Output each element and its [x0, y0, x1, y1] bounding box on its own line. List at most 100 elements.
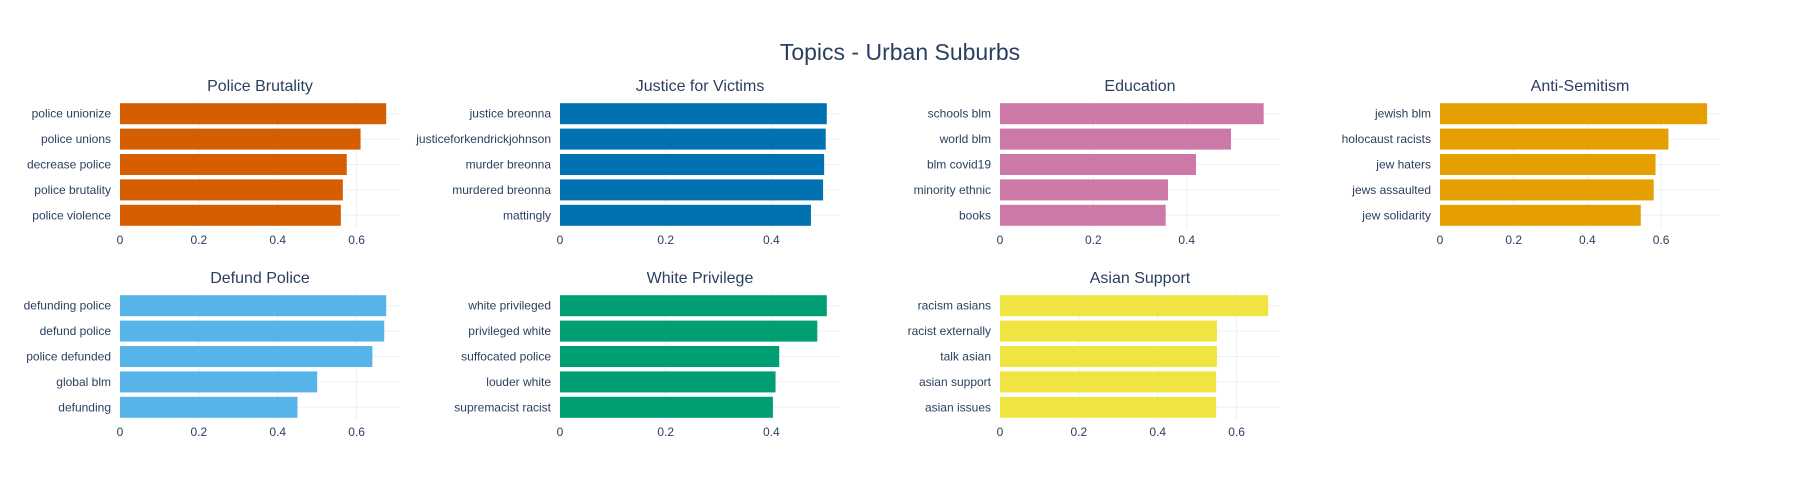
category-label: privileged white: [468, 324, 551, 338]
category-label: schools blm: [928, 107, 991, 121]
subplot-title: White Privilege: [647, 270, 754, 287]
bar: [1000, 295, 1269, 317]
category-label: talk asian: [940, 350, 991, 364]
x-tick-label: 0.2: [657, 233, 674, 247]
category-label: justiceforkendrickjohnson: [415, 132, 551, 146]
chart-title: Topics - Urban Suburbs: [780, 39, 1020, 65]
bar: [1000, 204, 1166, 226]
x-tick-label: 0: [997, 233, 1004, 247]
x-tick-label: 0.4: [1579, 233, 1596, 247]
bar: [1000, 128, 1231, 150]
category-label: police unionize: [32, 107, 112, 121]
bar: [1000, 103, 1264, 125]
subplot-4: Anti-Semitism jewish blm holocaust racists…: [1342, 78, 1720, 247]
bar: [1440, 154, 1656, 175]
subplot-1: Police Brutality police unionize police un…: [27, 78, 400, 247]
category-label: supremacist racist: [454, 400, 551, 414]
category-label: world blm: [939, 132, 991, 146]
category-label: louder white: [486, 375, 551, 389]
category-label: police violence: [32, 208, 111, 222]
x-tick-label: 0.6: [1653, 233, 1670, 247]
subplots: Police Brutality police unionize police un…: [24, 78, 1720, 439]
x-tick-label: 0.6: [348, 425, 365, 439]
category-label: murder breonna: [466, 158, 552, 172]
x-tick-label: 0.4: [763, 425, 780, 439]
category-label: jews assaulted: [1351, 183, 1431, 197]
category-label: blm covid19: [927, 158, 991, 172]
bar: [1440, 204, 1641, 226]
category-label: mattingly: [503, 208, 551, 222]
category-label: police defunded: [26, 350, 111, 364]
category-label: decrease police: [27, 158, 111, 172]
bar: [560, 179, 824, 201]
category-label: asian issues: [925, 400, 991, 414]
bar: [1000, 179, 1168, 201]
bar: [560, 103, 827, 125]
subplot-title: Defund Police: [210, 270, 310, 287]
x-tick-label: 0: [997, 425, 1004, 439]
category-label: police unions: [41, 132, 111, 146]
bar: [1000, 154, 1196, 175]
x-tick-label: 0.6: [348, 233, 365, 247]
category-label: white privileged: [467, 299, 551, 313]
category-label: racism asians: [918, 299, 991, 313]
x-tick-label: 0.2: [191, 425, 208, 439]
subplot-title: Police Brutality: [207, 78, 313, 95]
bar: [120, 396, 298, 418]
category-label: suffocated police: [461, 350, 551, 364]
x-tick-label: 0.2: [657, 425, 674, 439]
x-tick-label: 0.4: [269, 425, 286, 439]
subplot-7: Asian Support racism asians racist externa…: [908, 270, 1280, 439]
x-tick-label: 0.2: [1505, 233, 1522, 247]
bar: [120, 346, 373, 367]
bar: [560, 204, 811, 226]
bar: [1000, 320, 1217, 342]
x-tick-label: 0: [117, 425, 124, 439]
bar: [560, 154, 825, 175]
x-tick-label: 0.4: [763, 233, 780, 247]
category-label: defund police: [40, 324, 112, 338]
subplot-6: White Privilege white privileged privilege…: [454, 270, 840, 439]
category-label: asian support: [919, 375, 992, 389]
category-label: jew solidarity: [1361, 208, 1431, 222]
x-tick-label: 0.4: [1149, 425, 1166, 439]
x-tick-label: 0: [1437, 233, 1444, 247]
bar: [560, 295, 827, 317]
x-tick-label: 0.6: [1228, 425, 1245, 439]
bar: [1440, 103, 1708, 125]
x-tick-label: 0: [117, 233, 124, 247]
bar: [120, 179, 343, 201]
bar: [560, 346, 780, 367]
subplot-title: Asian Support: [1090, 270, 1191, 287]
x-tick-label: 0.4: [269, 233, 286, 247]
bar: [120, 320, 385, 342]
x-tick-label: 0: [557, 233, 564, 247]
category-label: police brutality: [34, 183, 111, 197]
x-tick-label: 0.2: [1085, 233, 1102, 247]
bar: [120, 371, 318, 393]
x-tick-label: 0.2: [1071, 425, 1088, 439]
bar: [560, 128, 826, 150]
subplot-title: Justice for Victims: [636, 78, 765, 95]
bar: [120, 154, 347, 175]
category-label: books: [959, 208, 991, 222]
category-label: minority ethnic: [914, 183, 991, 197]
bar: [120, 204, 341, 226]
category-label: murdered breonna: [452, 183, 551, 197]
bar: [1440, 179, 1654, 201]
subplot-title: Education: [1104, 78, 1175, 95]
x-tick-label: 0.2: [191, 233, 208, 247]
bar: [120, 295, 387, 317]
category-label: holocaust racists: [1342, 132, 1431, 146]
bar: [560, 320, 818, 342]
bar: [1000, 346, 1217, 367]
subplot-3: Education schools blm world blm blm covid19…: [914, 78, 1280, 247]
category-label: jewish blm: [1374, 107, 1431, 121]
bar: [560, 396, 773, 418]
category-label: defunding: [58, 400, 111, 414]
bar: [1000, 396, 1217, 418]
bar: [1440, 128, 1669, 150]
bar: [120, 103, 387, 125]
x-tick-label: 0.4: [1178, 233, 1195, 247]
